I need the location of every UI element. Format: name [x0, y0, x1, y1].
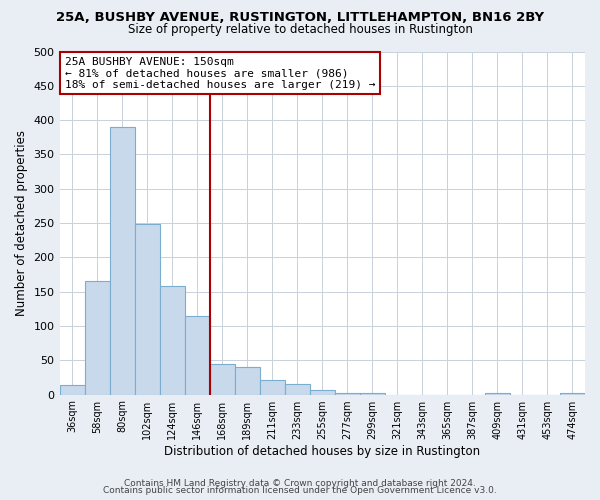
- Text: 25A, BUSHBY AVENUE, RUSTINGTON, LITTLEHAMPTON, BN16 2BY: 25A, BUSHBY AVENUE, RUSTINGTON, LITTLEHA…: [56, 11, 544, 24]
- Text: Contains HM Land Registry data © Crown copyright and database right 2024.: Contains HM Land Registry data © Crown c…: [124, 478, 476, 488]
- Y-axis label: Number of detached properties: Number of detached properties: [15, 130, 28, 316]
- Bar: [160, 286, 185, 395]
- Bar: [185, 316, 209, 394]
- Bar: [360, 393, 385, 394]
- Bar: [235, 367, 260, 394]
- Bar: [134, 224, 160, 394]
- Text: 25A BUSHBY AVENUE: 150sqm
← 81% of detached houses are smaller (986)
18% of semi: 25A BUSHBY AVENUE: 150sqm ← 81% of detac…: [65, 56, 375, 90]
- Bar: [285, 384, 310, 394]
- X-axis label: Distribution of detached houses by size in Rustington: Distribution of detached houses by size …: [164, 444, 481, 458]
- Text: Contains public sector information licensed under the Open Government Licence v3: Contains public sector information licen…: [103, 486, 497, 495]
- Bar: [560, 393, 585, 394]
- Bar: [59, 385, 85, 394]
- Bar: [110, 127, 134, 394]
- Text: Size of property relative to detached houses in Rustington: Size of property relative to detached ho…: [128, 22, 472, 36]
- Bar: [209, 364, 235, 394]
- Bar: [260, 380, 285, 394]
- Bar: [310, 390, 335, 394]
- Bar: [485, 393, 510, 394]
- Bar: [335, 392, 360, 394]
- Bar: [85, 282, 110, 395]
